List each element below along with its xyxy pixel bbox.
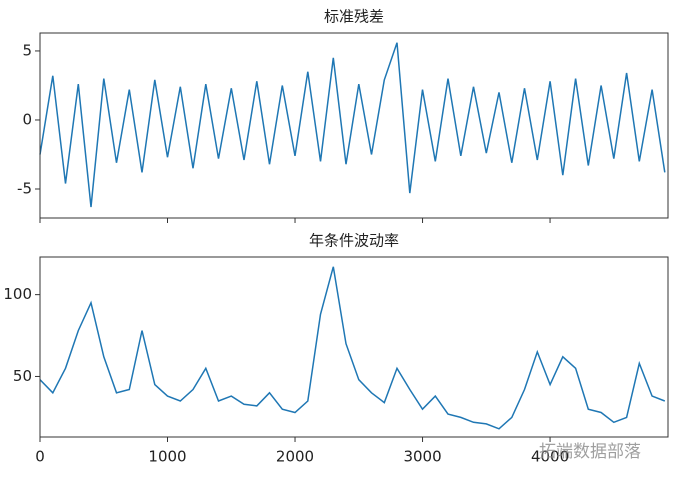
x-tick-label: 3000	[403, 448, 441, 466]
x-tick-label: 4000	[531, 448, 569, 466]
x-tick-label: 0	[35, 448, 45, 466]
plot-frame	[39, 32, 669, 219]
subplot-title: 年条件波动率	[309, 232, 399, 250]
subplot-title: 标准残差	[324, 8, 384, 26]
y-tick-label: 50	[13, 367, 32, 385]
plot-frame	[39, 256, 669, 438]
x-tick-label: 1000	[148, 448, 186, 466]
series-line	[39, 266, 666, 430]
y-tick-label: 100	[3, 285, 32, 303]
x-tick-label: 2000	[276, 448, 314, 466]
y-tick-label: -5	[17, 180, 32, 198]
y-tick-label: 0	[22, 110, 32, 128]
series-line	[39, 42, 666, 208]
y-tick-label: 5	[22, 41, 32, 59]
watermark: 拓端数据部落	[539, 442, 641, 462]
